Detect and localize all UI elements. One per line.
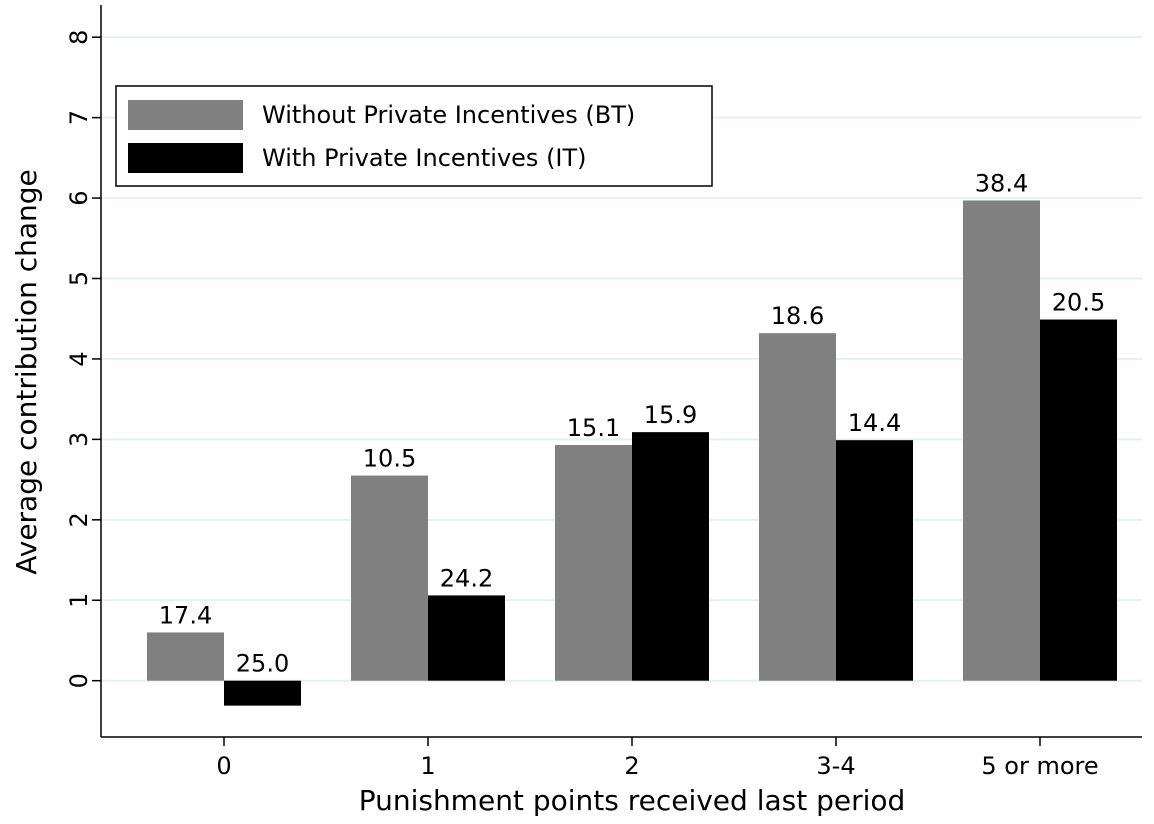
y-tick-label: 8 xyxy=(65,30,93,45)
y-tick-label: 5 xyxy=(65,271,93,286)
y-tick-label: 1 xyxy=(65,593,93,608)
bar xyxy=(759,333,836,681)
y-tick-label: 6 xyxy=(65,190,93,205)
bar-annotation: 15.1 xyxy=(567,414,620,442)
bar xyxy=(428,595,505,681)
bar xyxy=(351,475,428,681)
y-axis-title: Average contribution change xyxy=(10,169,43,575)
bar xyxy=(632,432,709,681)
legend-label: Without Private Incentives (BT) xyxy=(262,101,635,129)
bar-annotation: 10.5 xyxy=(363,445,416,473)
y-tick-label: 7 xyxy=(65,110,93,125)
bar-annotation: 15.9 xyxy=(644,401,697,429)
x-tick-label: 0 xyxy=(216,752,231,780)
y-tick-label: 4 xyxy=(65,351,93,366)
bar-annotation: 18.6 xyxy=(771,302,824,330)
bar xyxy=(147,632,224,681)
bar xyxy=(224,680,301,706)
legend-swatch xyxy=(128,143,243,173)
bar xyxy=(836,440,913,681)
x-tick-label: 5 or more xyxy=(981,752,1098,780)
x-axis-title: Punishment points received last period xyxy=(359,784,906,817)
x-tick-label: 3-4 xyxy=(816,752,855,780)
bar xyxy=(555,445,632,681)
y-tick-label: 0 xyxy=(65,673,93,688)
bar-annotation: 17.4 xyxy=(159,601,212,629)
y-tick-label: 2 xyxy=(65,512,93,527)
bar xyxy=(963,200,1040,681)
bar-annotation: 20.5 xyxy=(1052,289,1105,317)
legend-label: With Private Incentives (IT) xyxy=(262,144,587,172)
bar-annotation: 38.4 xyxy=(975,169,1028,197)
y-tick-label: 3 xyxy=(65,432,93,447)
legend-swatch xyxy=(128,100,243,130)
bar-annotation: 25.0 xyxy=(236,650,289,678)
x-tick-label: 1 xyxy=(420,752,435,780)
bar-annotation: 14.4 xyxy=(848,409,901,437)
bar-annotation: 24.2 xyxy=(440,564,493,592)
x-tick-label: 2 xyxy=(624,752,639,780)
bar xyxy=(1040,319,1117,681)
